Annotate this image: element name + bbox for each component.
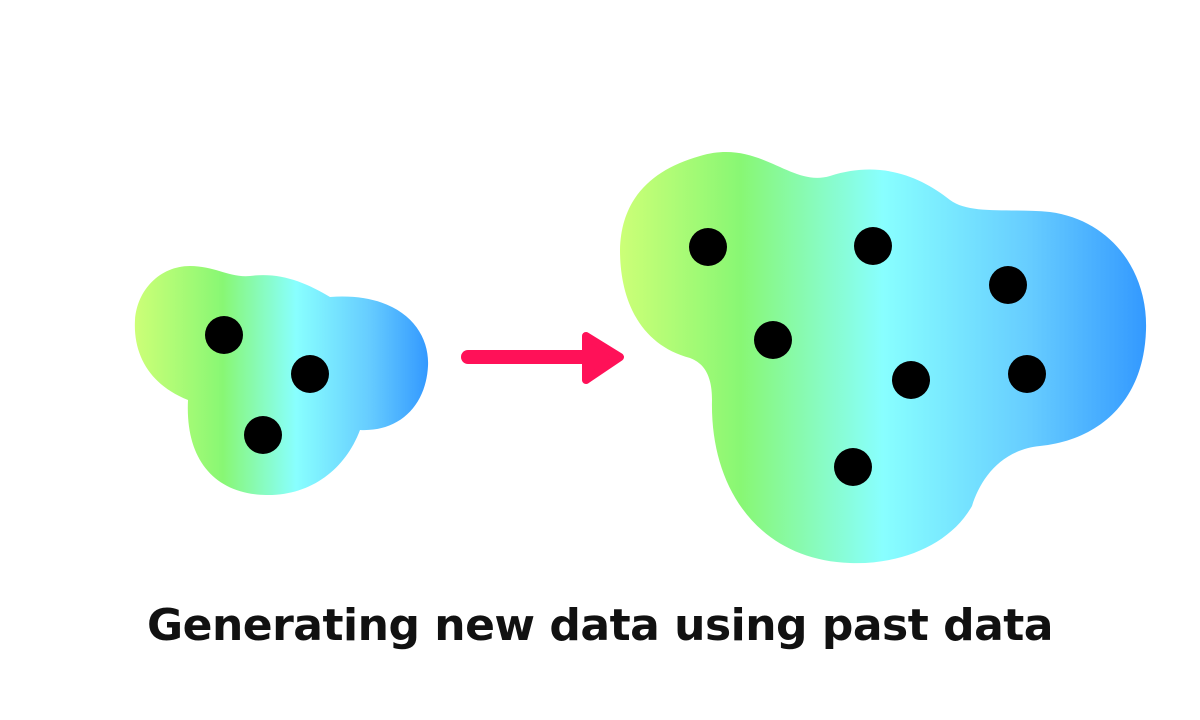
data-point-icon xyxy=(754,321,792,359)
data-point-icon xyxy=(1008,355,1046,393)
data-point-icon xyxy=(291,355,329,393)
past-data-points xyxy=(205,316,329,454)
large-blob-icon xyxy=(620,152,1147,564)
new-data-points xyxy=(689,227,1046,486)
data-point-icon xyxy=(854,227,892,265)
diagram-caption: Generating new data using past data xyxy=(146,600,1054,651)
data-point-icon xyxy=(892,361,930,399)
small-blob-icon xyxy=(134,266,429,496)
data-point-icon xyxy=(834,448,872,486)
data-point-icon xyxy=(989,266,1027,304)
arrow-right-icon xyxy=(461,332,624,384)
data-point-icon xyxy=(244,416,282,454)
data-point-icon xyxy=(205,316,243,354)
data-point-icon xyxy=(689,228,727,266)
